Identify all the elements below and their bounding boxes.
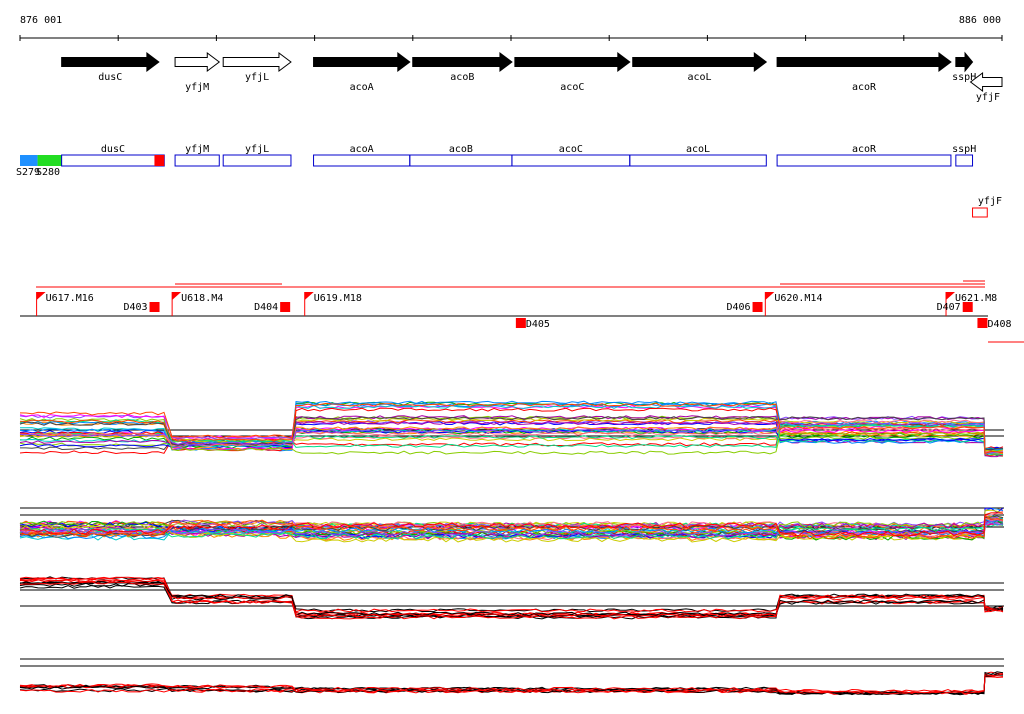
gene-label-yfjF: yfjF (976, 92, 1000, 103)
annotation-label-dusC: dusC (101, 144, 125, 155)
terminator-marker-D406 (752, 302, 763, 312)
terminator-label-D406: D406 (726, 302, 750, 313)
annotation-label-acoR: acoR (852, 144, 877, 155)
expression-panel-4 (19, 658, 1004, 696)
terminator-label-D405: D405 (526, 319, 550, 330)
annotation-label-acoA: acoA (350, 144, 374, 155)
gene-label-sspH: sspH (952, 72, 976, 83)
annotation-label-acoL: acoL (686, 144, 710, 155)
expression-panel-2 (19, 507, 1004, 543)
ruler-end-label: 886 000 (959, 15, 1001, 26)
expression-trace (19, 419, 1004, 454)
expression-trace (19, 417, 1004, 455)
expression-trace (19, 576, 1004, 620)
annotation-label-acoB: acoB (449, 144, 473, 155)
annotation-box-dusC (61, 154, 165, 167)
ruler-start-label: 876 001 (20, 15, 62, 26)
gene-label-dusC: dusC (98, 72, 122, 83)
annotation-box-yfjL (222, 154, 292, 167)
gene-label-acoL: acoL (687, 72, 711, 83)
terminator-marker-D408 (977, 318, 988, 328)
segment-label-S280: S280 (36, 167, 60, 178)
expression-trace (19, 520, 1004, 537)
terminator-label-D404: D404 (254, 302, 278, 313)
annotation-box-acoR (776, 154, 952, 167)
tu-flag-icon (172, 292, 182, 300)
segment-S279 (20, 155, 38, 166)
annotation-label-acoC: acoC (559, 144, 583, 155)
gene-label-acoR: acoR (852, 82, 877, 93)
gene-label-acoB: acoB (450, 72, 474, 83)
tu-label-U619.M18: U619.M18 (314, 293, 362, 304)
gene-label-acoC: acoC (560, 82, 584, 93)
annotation-label-yfjL: yfjL (245, 144, 269, 155)
tu-label-U621.M8: U621.M8 (955, 293, 997, 304)
gene-arrow-yfjL (222, 52, 292, 72)
tu-flag-icon (304, 292, 314, 300)
annotation-box-acoC (511, 154, 631, 167)
gene-arrow-yfjF (969, 72, 1003, 92)
gene-arrow-acoA (313, 52, 411, 72)
expression-trace (19, 402, 1004, 455)
terminator-marker-D404 (280, 302, 291, 312)
gene-arrow-acoB (412, 52, 513, 72)
annotation-box-yfjM (174, 154, 220, 167)
expression-trace (19, 673, 1004, 695)
terminator-marker-D407 (962, 302, 973, 312)
annotation-box-acoB (409, 154, 513, 167)
expression-trace (19, 507, 1004, 539)
tu-flag-icon (36, 292, 46, 300)
expression-trace (19, 512, 1004, 537)
expression-trace (19, 514, 1004, 540)
expression-trace (19, 414, 1004, 453)
terminator-marker-D403 (149, 302, 160, 312)
gene-label-yfjL: yfjL (245, 72, 269, 83)
terminator-label-D403: D403 (123, 302, 147, 313)
terminator-label-D408: D408 (987, 319, 1011, 330)
expression-panel-1 (19, 400, 1004, 458)
tu-label-U620.M14: U620.M14 (774, 293, 822, 304)
gene-arrow-sspH (955, 51, 974, 73)
gene-label-acoA: acoA (350, 82, 374, 93)
terminator-marker-D405 (515, 318, 526, 328)
expression-trace (19, 520, 1004, 541)
annotation-box-acoA (313, 154, 411, 167)
expression-trace (19, 422, 1004, 455)
annotation-box-yfjF (972, 207, 988, 218)
coordinate-ruler: 876 001 886 000 (19, 15, 1003, 41)
gene-label-yfjM: yfjM (185, 82, 209, 93)
annotation-box-sspH (955, 154, 974, 167)
gene-arrow-dusC (61, 52, 160, 72)
ruler-ticks (19, 35, 1003, 41)
gene-arrow-acoR (776, 52, 952, 72)
gene-arrow-yfjM (174, 52, 221, 72)
transcription-unit-track: U617.M16 U618.M4 U619.M18 U620.M14 U621.M8D4… (20, 280, 1024, 343)
tu-label-U617.M16: U617.M16 (46, 293, 94, 304)
gene-arrow-acoC (514, 52, 631, 72)
annotation-label-yfjM: yfjM (185, 144, 209, 155)
expression-panel-3 (19, 576, 1004, 620)
segment-S280 (37, 155, 62, 166)
annotation-label-yfjF: yfjF (978, 196, 1002, 207)
annotation-box-acoL (629, 154, 767, 167)
tu-flag-icon (765, 292, 775, 300)
terminator-label-D407: D407 (937, 302, 961, 313)
expression-trace (19, 581, 1004, 618)
tu-flag-icon (946, 292, 956, 300)
segment-label-S279: S279 (16, 167, 40, 178)
dusC-end-marker (154, 155, 165, 166)
gene-arrow-acoL (632, 52, 768, 72)
annotation-label-sspH: sspH (952, 144, 976, 155)
tu-label-U618.M4: U618.M4 (181, 293, 223, 304)
